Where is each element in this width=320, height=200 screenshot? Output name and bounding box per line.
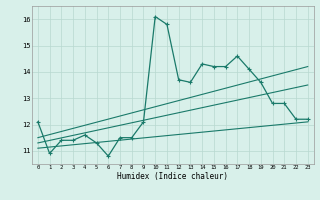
X-axis label: Humidex (Indice chaleur): Humidex (Indice chaleur)	[117, 172, 228, 181]
